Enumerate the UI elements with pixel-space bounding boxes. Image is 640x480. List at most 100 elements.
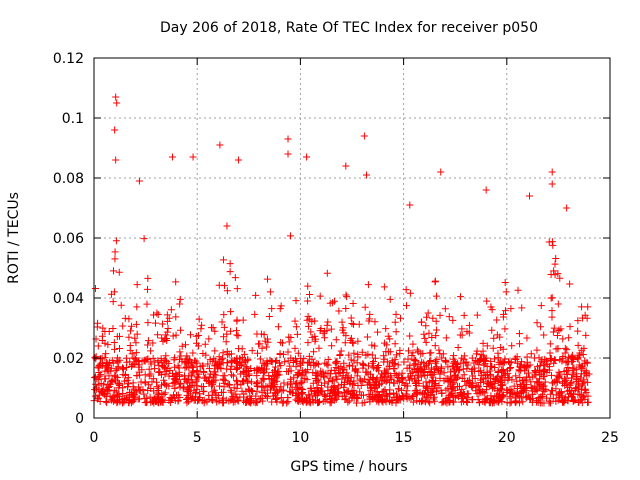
data-point [495,358,503,366]
data-point [338,375,346,383]
data-point [174,397,182,405]
data-point [112,93,120,101]
data-point [313,392,321,400]
data-point [144,387,152,394]
data-point [576,390,584,398]
data-point [449,362,457,370]
data-point [396,314,404,322]
data-point [390,379,398,387]
data-point [209,324,217,332]
data-point [506,365,514,373]
data-point [465,376,473,384]
data-point [339,366,347,374]
data-point [126,342,134,350]
data-point [113,365,121,373]
data-point [226,268,234,276]
data-point [474,382,482,390]
data-point [176,300,184,308]
data-point [555,327,563,335]
data-point [423,313,431,321]
data-point [516,340,524,348]
data-point [400,358,408,366]
data-point [111,255,119,263]
data-point [265,312,273,320]
data-point [244,356,252,364]
data-point [547,294,555,302]
data-point [550,324,558,332]
data-point [349,339,357,347]
data-point [462,381,470,389]
data-point [502,288,510,296]
data-point [472,356,480,364]
data-point [432,317,440,325]
data-point [350,349,358,357]
data-point [186,331,194,339]
data-point [410,365,418,373]
data-point [548,168,556,176]
data-point [228,362,236,370]
data-point [157,381,165,389]
data-point [113,99,121,107]
x-axis-label: GPS time / hours [290,459,407,475]
data-point [220,323,228,331]
data-point [407,369,415,377]
data-point [453,360,461,368]
data-point [286,380,294,388]
data-point [123,358,131,366]
data-point [366,398,374,406]
data-point [433,292,441,300]
data-point [240,393,248,401]
data-point [414,360,422,368]
data-point [291,344,299,352]
data-point [153,378,161,386]
data-point [199,350,207,358]
data-point [193,367,201,375]
data-point [458,354,466,362]
data-point [398,369,406,377]
data-point [407,395,415,403]
data-point [562,359,570,367]
data-point [348,381,356,389]
data-point [96,360,104,368]
data-point [550,267,558,275]
data-point [133,281,141,289]
data-point [378,377,386,385]
data-point [256,355,264,363]
data-point [193,359,201,367]
data-point [284,348,292,356]
data-point [430,393,438,401]
data-point [225,381,233,389]
data-point [393,351,401,359]
data-point [173,391,181,399]
data-point [266,386,274,394]
data-point [320,327,328,335]
data-point [449,316,457,324]
data-point [420,389,428,397]
data-point [582,367,590,375]
data-point [497,344,505,352]
data-point [223,347,231,355]
data-point [558,379,566,387]
data-point [193,373,201,381]
data-point [551,378,559,386]
data-point [290,374,298,382]
data-point [217,364,225,372]
data-point [252,392,260,400]
data-point [532,398,540,406]
data-point [271,363,279,371]
data-point [395,371,403,379]
data-point [111,248,119,256]
data-point [494,378,502,386]
data-point [417,373,425,381]
data-point [144,341,152,349]
data-point [421,371,429,379]
data-point [328,342,336,350]
data-point [165,314,173,322]
data-point [347,334,355,342]
data-point [164,324,172,332]
data-point [315,389,323,397]
data-point [355,320,363,328]
data-point [208,396,216,404]
data-point [178,342,186,350]
data-point [316,292,324,300]
